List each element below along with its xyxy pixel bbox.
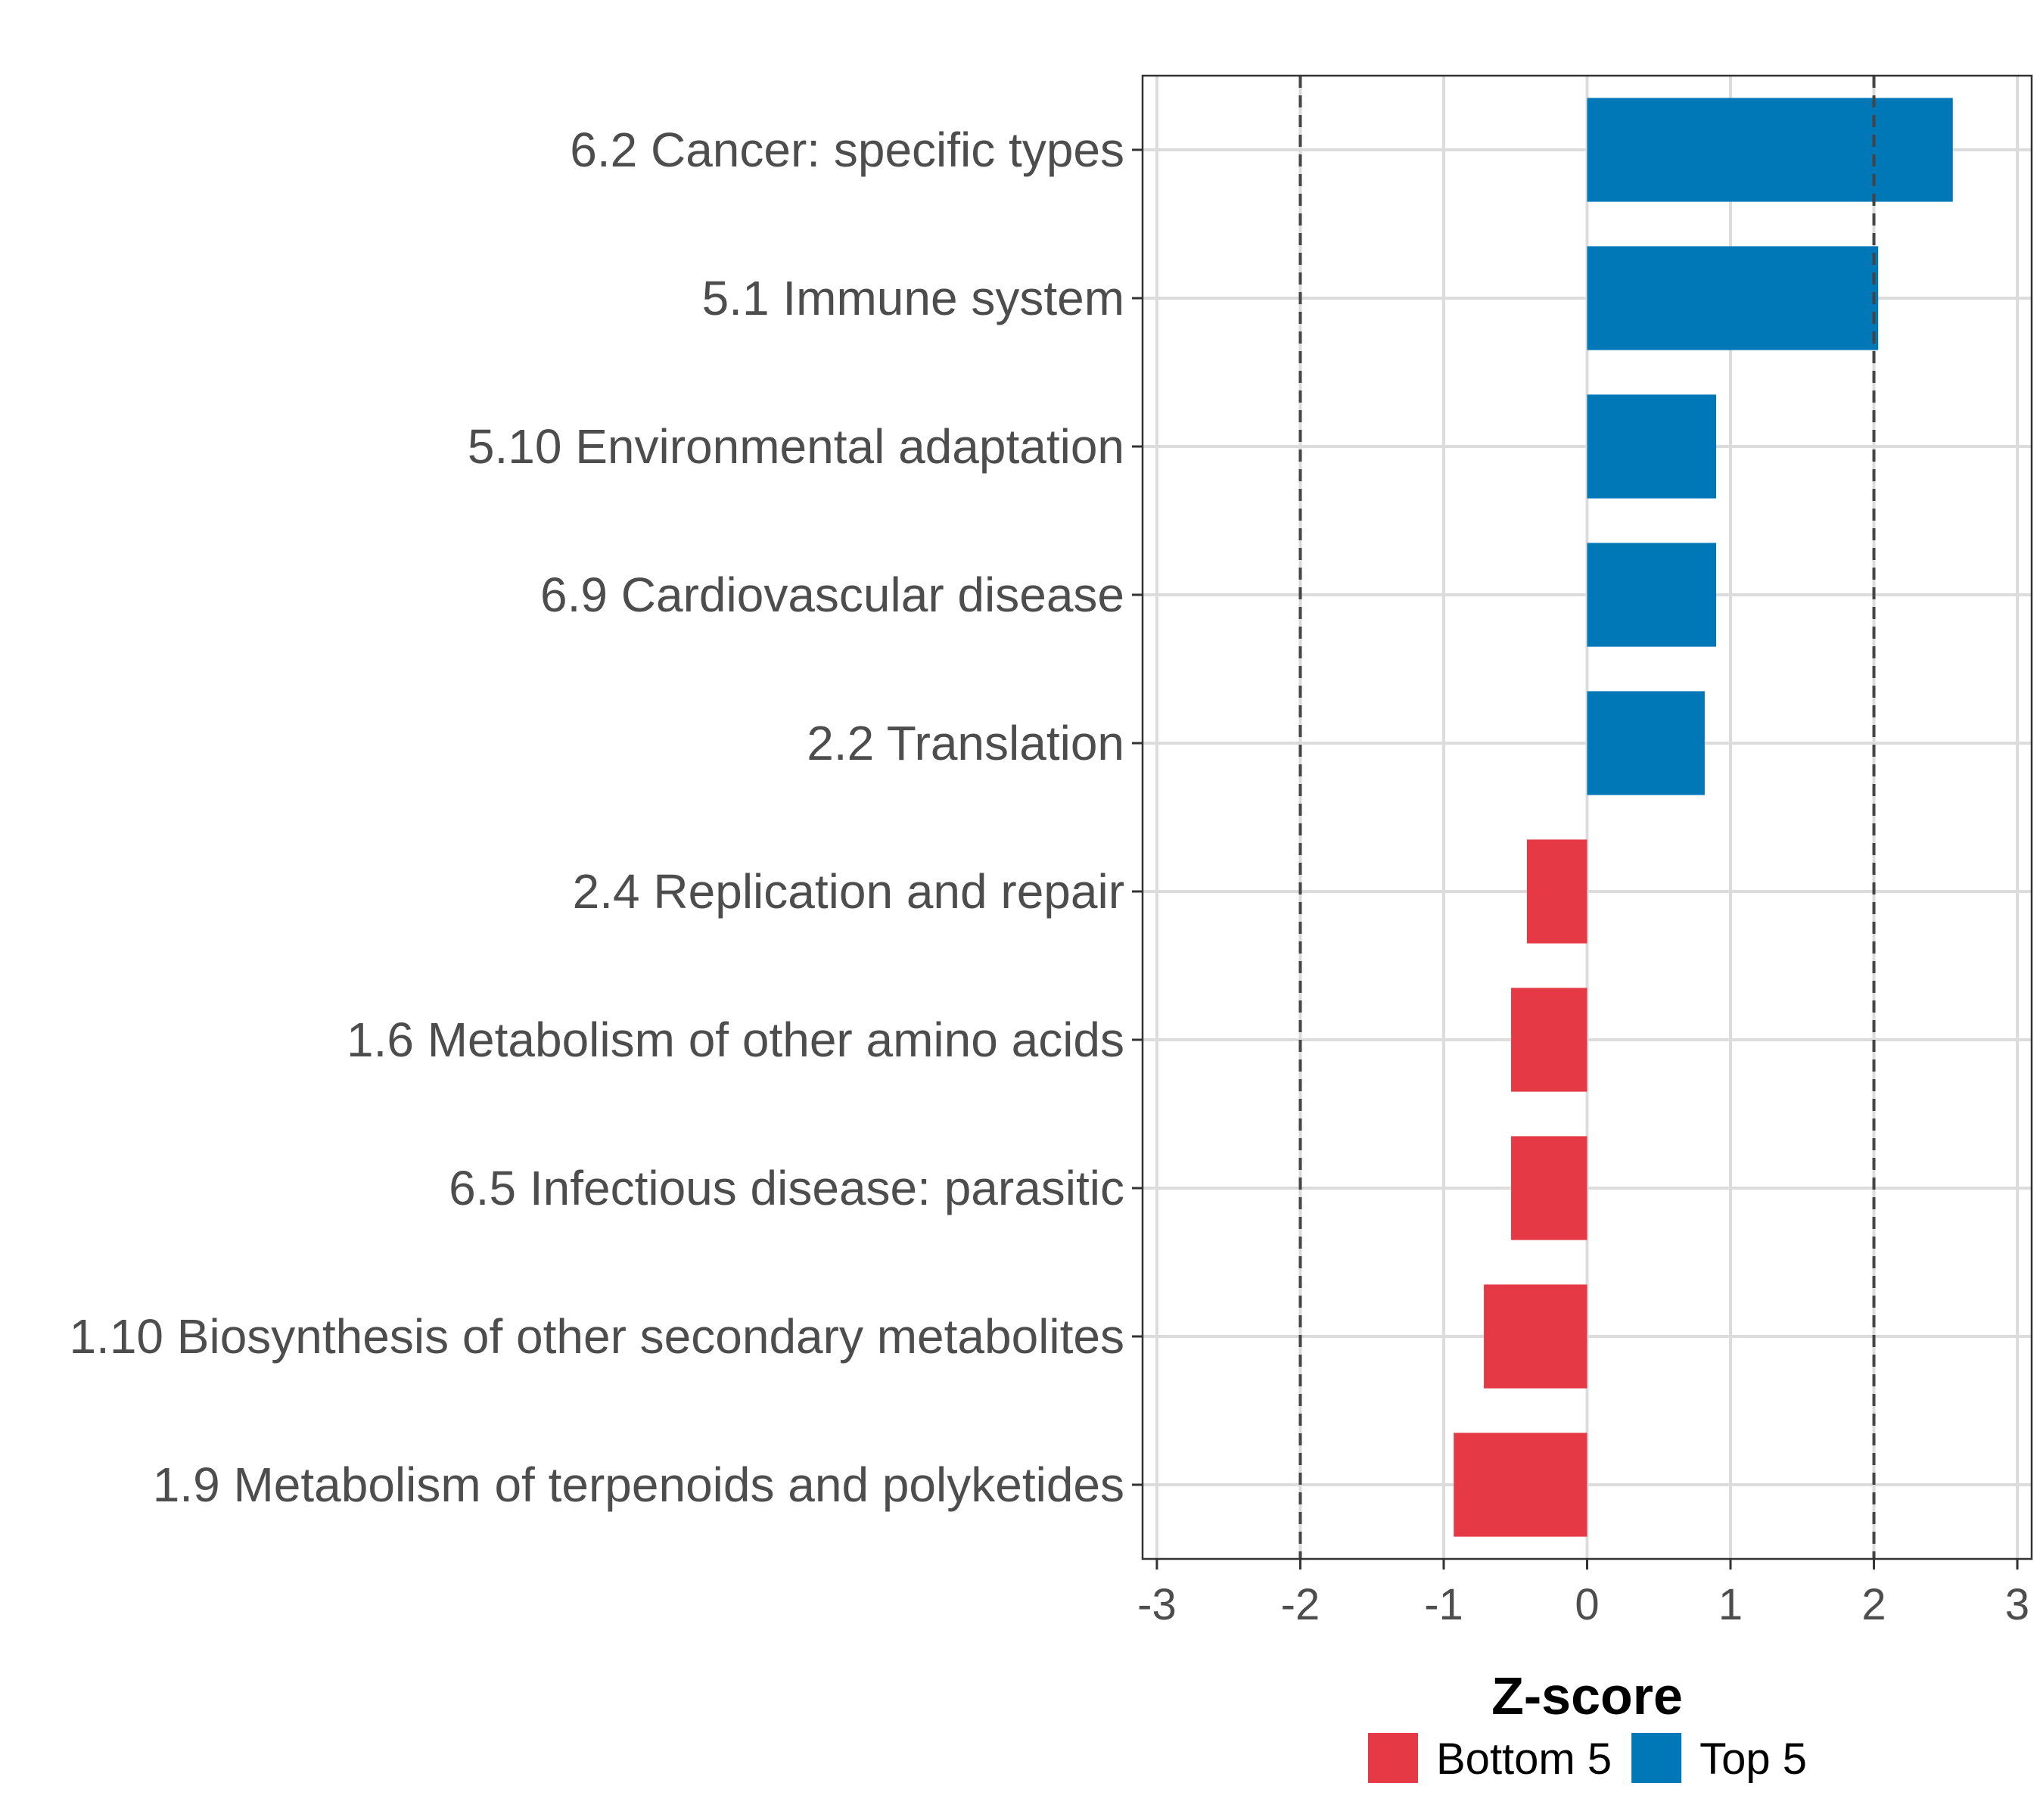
y-tick-label: 5.1 Immune system xyxy=(702,271,1124,325)
bar-top-4 xyxy=(1587,543,1717,647)
x-tick-label: -3 xyxy=(1137,1580,1177,1629)
bar-top-3 xyxy=(1587,394,1717,499)
x-tick-label: 2 xyxy=(1861,1580,1886,1629)
axes: 6.2 Cancer: specific types 5.1 Immune sys… xyxy=(69,123,2029,1629)
y-tick-label: 1.6 Metabolism of other amino acids xyxy=(347,1013,1124,1067)
reference-lines xyxy=(1298,76,1876,1559)
legend-label: Top 5 xyxy=(1699,1734,1807,1784)
bar-bottom-7 xyxy=(1511,988,1587,1092)
y-tick-label: 2.2 Translation xyxy=(807,716,1124,770)
bar-bottom-10 xyxy=(1454,1433,1587,1537)
legend: Bottom 5 Top 5 xyxy=(1368,1733,1807,1784)
bar-top-5 xyxy=(1587,691,1705,795)
legend-swatch xyxy=(1368,1733,1418,1783)
y-tick-label: 6.2 Cancer: specific types xyxy=(570,123,1124,177)
bar-bottom-8 xyxy=(1511,1136,1587,1240)
bar-top-1 xyxy=(1587,98,1953,202)
x-tick-label: -1 xyxy=(1424,1580,1463,1629)
x-tick-label: 0 xyxy=(1575,1580,1599,1629)
bar-bottom-6 xyxy=(1526,839,1587,944)
y-tick-label: 1.10 Biosynthesis of other secondary met… xyxy=(69,1309,1124,1364)
legend-swatch xyxy=(1631,1733,1682,1783)
y-tick-label: 6.9 Cardiovascular disease xyxy=(540,568,1124,622)
bars xyxy=(1454,98,1953,1537)
bar-top-2 xyxy=(1587,246,1879,350)
legend-label: Bottom 5 xyxy=(1436,1734,1612,1784)
x-tick-label: 1 xyxy=(1718,1580,1743,1629)
x-axis-title: Z-score xyxy=(1491,1666,1683,1725)
y-tick-label: 5.10 Environmental adaptation xyxy=(468,419,1124,474)
y-tick-label: 6.5 Infectious disease: parasitic xyxy=(449,1161,1124,1215)
y-tick-label: 2.4 Replication and repair xyxy=(573,864,1124,919)
x-tick-label: -2 xyxy=(1281,1580,1320,1629)
y-tick-label: 1.9 Metabolism of terpenoids and polyket… xyxy=(153,1458,1124,1512)
x-tick-label: 3 xyxy=(2005,1580,2029,1629)
bar-bottom-9 xyxy=(1484,1284,1587,1389)
